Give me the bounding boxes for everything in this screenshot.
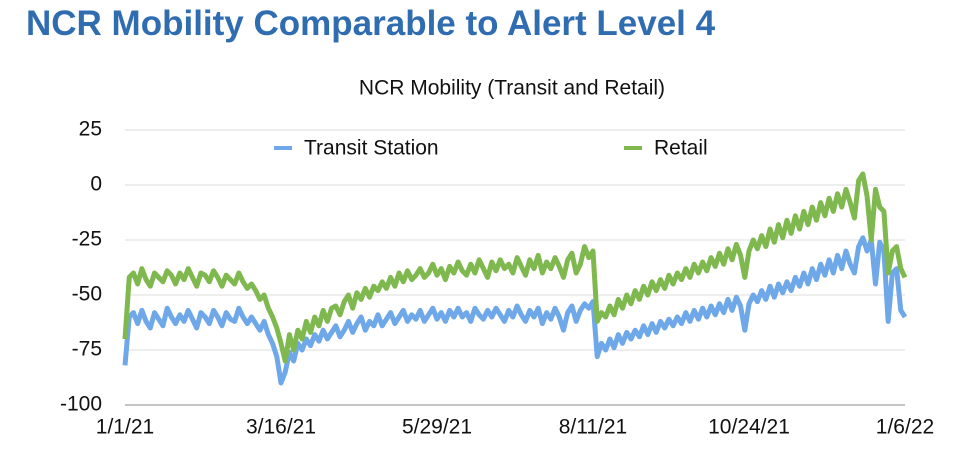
chart-title: NCR Mobility (Transit and Retail) — [359, 77, 665, 100]
y-tick-label: 0 — [90, 173, 102, 196]
x-tick-label: 3/16/21 — [246, 416, 316, 439]
series-line — [122, 235, 908, 386]
x-tick-label: 1/6/22 — [876, 416, 934, 439]
legend-label: Transit Station — [304, 137, 439, 160]
x-tick-label: 8/11/21 — [559, 416, 628, 439]
y-tick-label: -100 — [60, 393, 102, 416]
x-tick-label: 1/1/21 — [96, 416, 154, 439]
x-tick-label: 10/24/21 — [708, 416, 790, 439]
page-title: NCR Mobility Comparable to Alert Level 4 — [26, 4, 716, 43]
legend-label: Retail — [654, 137, 708, 160]
y-tick-label: 25 — [79, 118, 102, 141]
y-tick-label: -25 — [72, 228, 102, 251]
series-line — [122, 171, 908, 364]
y-tick-label: -75 — [72, 338, 102, 361]
y-tick-label: -50 — [72, 283, 102, 306]
x-tick-label: 5/29/21 — [402, 416, 472, 439]
